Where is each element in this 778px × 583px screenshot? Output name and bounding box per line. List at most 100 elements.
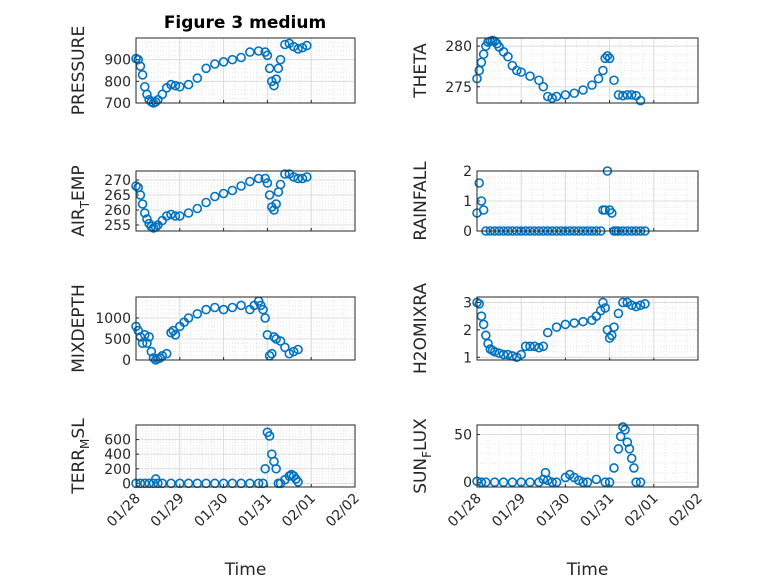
data-point bbox=[245, 176, 255, 187]
data-point bbox=[183, 208, 194, 218]
data-point bbox=[542, 327, 553, 338]
data-point bbox=[604, 53, 615, 64]
subplot-5: 0 500 1000 MIXDEPTH bbox=[69, 284, 356, 373]
data-point bbox=[210, 302, 220, 313]
data-point bbox=[170, 329, 181, 340]
data-point bbox=[624, 444, 635, 454]
axes-frame bbox=[476, 170, 699, 232]
y-axis-label: MIXDEPTH bbox=[69, 284, 89, 373]
y-axis-label: RAINFALL bbox=[411, 161, 431, 241]
subplot-1: 700 800 900 PRESSURE bbox=[69, 26, 356, 115]
axes-frame bbox=[476, 37, 699, 104]
data-point bbox=[271, 199, 281, 209]
data-point bbox=[525, 71, 535, 81]
data-point bbox=[280, 39, 290, 50]
data-point bbox=[183, 313, 194, 323]
x-tick-label: 02/01 bbox=[279, 491, 319, 531]
y-axis-label: SUNFLUX bbox=[411, 418, 434, 494]
data-point bbox=[560, 319, 571, 330]
data-point bbox=[293, 44, 303, 54]
figure-title: Figure 3 medium bbox=[164, 13, 326, 33]
data-point bbox=[602, 51, 613, 61]
x-tick-label: 01/31 bbox=[235, 491, 275, 531]
data-point bbox=[170, 80, 181, 91]
data-point bbox=[503, 349, 513, 360]
data-point bbox=[271, 74, 281, 84]
data-point bbox=[474, 299, 485, 309]
data-point bbox=[551, 477, 562, 488]
data-point bbox=[175, 211, 185, 221]
data-point bbox=[288, 172, 299, 182]
data-point bbox=[478, 205, 489, 215]
data-point bbox=[253, 46, 264, 56]
data-point bbox=[218, 304, 229, 315]
data-point bbox=[626, 453, 637, 464]
data-point bbox=[481, 477, 491, 488]
y-tick-label: 270 bbox=[104, 173, 131, 189]
data-point bbox=[161, 348, 172, 359]
data-point bbox=[271, 463, 281, 474]
data-point bbox=[264, 190, 275, 200]
data-point bbox=[260, 313, 271, 323]
data-point bbox=[201, 63, 211, 74]
data-point bbox=[503, 51, 513, 62]
data-point bbox=[498, 349, 509, 360]
data-point bbox=[620, 424, 630, 435]
data-point bbox=[245, 47, 255, 57]
y-tick-label: 400 bbox=[104, 447, 131, 463]
data-point bbox=[293, 344, 303, 355]
data-point bbox=[192, 308, 203, 319]
y-tick-label: 900 bbox=[104, 53, 131, 69]
data-point bbox=[260, 463, 271, 474]
data-point bbox=[578, 316, 588, 327]
data-point bbox=[613, 308, 624, 319]
data-point bbox=[569, 318, 580, 328]
y-tick-label: 2 bbox=[463, 164, 472, 180]
data-point bbox=[525, 477, 535, 488]
data-point bbox=[547, 477, 557, 488]
data-point bbox=[142, 214, 152, 224]
x-tick-label: 02/01 bbox=[622, 491, 662, 531]
data-point bbox=[573, 475, 584, 486]
data-point bbox=[498, 477, 509, 488]
y-axis-label: AIRTEMP bbox=[69, 165, 92, 236]
data-point bbox=[507, 477, 518, 488]
data-point bbox=[560, 90, 571, 100]
data-point bbox=[275, 179, 286, 190]
data-point bbox=[618, 90, 628, 101]
y-axis-label: TERRMSL bbox=[69, 418, 92, 495]
data-point bbox=[192, 73, 203, 83]
data-point bbox=[489, 346, 500, 357]
data-point bbox=[629, 463, 639, 473]
x-tick-label: 01/30 bbox=[533, 491, 573, 531]
data-point bbox=[640, 299, 650, 309]
data-point bbox=[582, 477, 593, 488]
data-point bbox=[635, 300, 646, 311]
data-point bbox=[297, 173, 308, 184]
data-point bbox=[142, 338, 152, 349]
y-tick-label: 50 bbox=[454, 428, 472, 444]
data-point bbox=[551, 91, 562, 102]
y-tick-label: 200 bbox=[104, 462, 131, 478]
data-point bbox=[516, 349, 527, 360]
y-tick-label: 0 bbox=[463, 475, 472, 491]
data-point bbox=[604, 477, 615, 488]
data-point bbox=[293, 173, 303, 184]
data-point bbox=[631, 477, 641, 488]
data-point bbox=[547, 93, 557, 103]
data-point bbox=[609, 463, 619, 473]
axes-frame bbox=[135, 37, 356, 104]
axes-frame bbox=[476, 424, 699, 488]
y-tick-label: 700 bbox=[104, 96, 131, 112]
x-tick-label: 01/28 bbox=[445, 491, 485, 531]
data-point bbox=[280, 169, 290, 179]
data-point bbox=[227, 185, 238, 196]
x-tick-label: 01/31 bbox=[578, 491, 618, 531]
data-point bbox=[275, 54, 286, 65]
data-point bbox=[494, 348, 504, 358]
data-point bbox=[607, 208, 617, 218]
data-point bbox=[236, 300, 246, 311]
data-point bbox=[516, 67, 527, 77]
x-axis-label: Time bbox=[224, 560, 267, 580]
data-point bbox=[626, 300, 637, 311]
